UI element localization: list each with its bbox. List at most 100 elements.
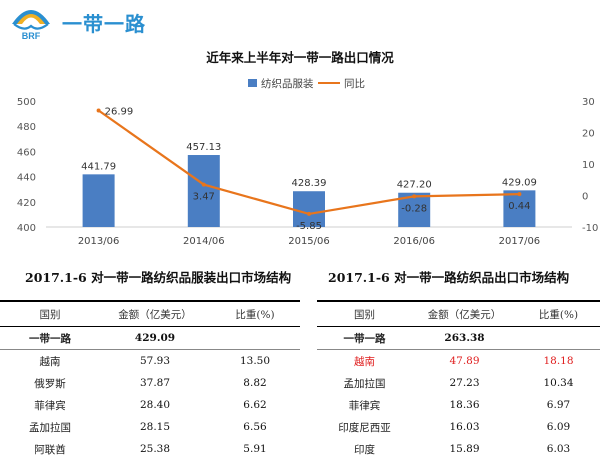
table-row-highlighted: 越南 47.89 18.18 bbox=[317, 350, 600, 373]
bar-2014-06 bbox=[187, 155, 220, 227]
total-share bbox=[210, 326, 300, 350]
logo-swoosh bbox=[13, 23, 49, 30]
textile-apparel-market-table: 国别 金额（亿美元） 比重(%) 一带一路 429.09 越南 57.93 13… bbox=[0, 300, 300, 460]
header-country: 国别 bbox=[317, 300, 412, 327]
y-right-tick-label: 20 bbox=[582, 129, 595, 140]
row-country: 俄罗斯 bbox=[34, 377, 66, 390]
table-row: 菲律宾 18.36 6.97 bbox=[317, 394, 600, 416]
chart-legend: 纺织品服装 同比 bbox=[248, 77, 365, 90]
table-row: 印度 15.89 6.03 bbox=[317, 438, 600, 460]
table-total-row: 一带一路 263.38 bbox=[317, 326, 600, 350]
row-country: 越南 bbox=[39, 355, 61, 368]
right-table-title: 2017.1-6 对一带一路纺织品出口市场结构 bbox=[328, 270, 570, 285]
row-share: 6.97 bbox=[546, 399, 571, 411]
table-row: 菲律宾 28.40 6.62 bbox=[0, 394, 300, 416]
brand-title: 一带一路 bbox=[62, 12, 146, 36]
bar-value-label: 457.13 bbox=[186, 142, 221, 153]
row-share: 6.03 bbox=[546, 443, 571, 455]
export-chart: 近年来上半年对一带一路出口情况 纺织品服装 同比 400 420 440 460 480… bbox=[17, 50, 598, 247]
x-tick-label: 2016/06 bbox=[393, 236, 435, 247]
yoy-point bbox=[412, 194, 417, 199]
table-row: 俄罗斯 37.87 8.82 bbox=[0, 372, 300, 394]
x-tick-label: 2015/06 bbox=[288, 236, 330, 247]
yoy-point bbox=[517, 192, 522, 197]
header-country: 国别 bbox=[0, 300, 100, 327]
table-header-row: 国别 金额（亿美元） 比重(%) bbox=[317, 300, 600, 327]
bar-value-label: 429.09 bbox=[502, 177, 537, 188]
table-header-row: 国别 金额（亿美元） 比重(%) bbox=[0, 300, 300, 327]
y-left-tick-label: 420 bbox=[17, 198, 36, 209]
legend-label-line: 同比 bbox=[344, 77, 365, 90]
yoy-point bbox=[96, 108, 101, 113]
total-amount: 263.38 bbox=[412, 326, 517, 350]
row-amount: 15.89 bbox=[449, 443, 480, 455]
yoy-point bbox=[201, 182, 206, 187]
row-amount: 28.15 bbox=[139, 421, 171, 433]
bar-value-label: 427.20 bbox=[397, 180, 432, 191]
y-left-tick-label: 500 bbox=[17, 97, 36, 108]
row-share: 8.82 bbox=[243, 377, 267, 389]
row-share: 5.91 bbox=[243, 443, 267, 455]
row-share: 6.09 bbox=[546, 421, 571, 433]
row-share: 18.18 bbox=[543, 355, 574, 367]
yoy-value-label: -5.85 bbox=[296, 221, 322, 232]
yoy-point bbox=[307, 211, 311, 216]
legend-swatch-bar bbox=[248, 79, 257, 87]
yoy-value-label: 3.47 bbox=[193, 192, 215, 203]
bar-2017-06 bbox=[503, 190, 536, 227]
row-share: 6.56 bbox=[243, 421, 267, 433]
table-row: 阿联酋 25.38 5.91 bbox=[0, 438, 300, 460]
row-share: 10.34 bbox=[543, 377, 574, 389]
y-left-tick-label: 440 bbox=[17, 173, 36, 184]
row-country: 越南 bbox=[354, 355, 375, 368]
table-row: 印度尼西亚 16.03 6.09 bbox=[317, 416, 600, 438]
x-tick-label: 2014/06 bbox=[183, 236, 225, 247]
row-share: 13.50 bbox=[239, 355, 271, 367]
bar-value-label: 428.39 bbox=[292, 178, 327, 189]
row-country: 孟加拉国 bbox=[29, 421, 71, 434]
legend-label-bar: 纺织品服装 bbox=[261, 77, 314, 90]
bar-2015-06 bbox=[293, 191, 325, 227]
yoy-value-label: -0.28 bbox=[401, 203, 427, 214]
bar-2013-06 bbox=[82, 174, 115, 227]
row-amount: 28.40 bbox=[139, 399, 171, 411]
textile-market-table: 国别 金额（亿美元） 比重(%) 一带一路 263.38 越南 47.89 18… bbox=[317, 300, 600, 460]
y-left-tick-label: 480 bbox=[17, 122, 36, 133]
row-amount: 16.03 bbox=[449, 421, 480, 433]
y-right-tick-label: 30 bbox=[582, 97, 595, 108]
yoy-value-label: 26.99 bbox=[105, 106, 134, 117]
row-amount: 37.87 bbox=[139, 377, 171, 389]
row-amount: 18.36 bbox=[449, 399, 480, 411]
left-table-title: 2017.1-6 对一带一路纺织品服装出口市场结构 bbox=[25, 270, 292, 285]
header-share: 比重(%) bbox=[517, 300, 600, 327]
table-row: 孟加拉国 27.23 10.34 bbox=[317, 372, 600, 394]
table-row: 孟加拉国 28.15 6.56 bbox=[0, 416, 300, 438]
row-country: 印度 bbox=[354, 443, 375, 456]
header-share: 比重(%) bbox=[210, 300, 300, 327]
row-country: 菲律宾 bbox=[348, 399, 381, 412]
row-share: 6.62 bbox=[243, 399, 267, 411]
header-amount: 金额（亿美元） bbox=[412, 300, 517, 327]
row-amount: 57.93 bbox=[139, 355, 171, 367]
total-share bbox=[517, 326, 600, 350]
row-amount: 25.38 bbox=[139, 443, 171, 455]
chart-title: 近年来上半年对一带一路出口情况 bbox=[206, 50, 394, 65]
yoy-value-label: 0.44 bbox=[508, 201, 530, 212]
brf-logo: BRF bbox=[12, 10, 50, 41]
header-amount: 金额（亿美元） bbox=[100, 300, 210, 327]
y-right-tick-label: 0 bbox=[582, 192, 588, 203]
row-country: 孟加拉国 bbox=[343, 377, 386, 390]
x-tick-label: 2013/06 bbox=[78, 236, 120, 247]
bar-value-label: 441.79 bbox=[81, 161, 116, 172]
row-country: 菲律宾 bbox=[34, 399, 66, 412]
logo-arc-inner bbox=[22, 17, 40, 24]
total-country: 一带一路 bbox=[317, 326, 412, 350]
x-tick-label: 2017/06 bbox=[499, 236, 541, 247]
y-left-tick-label: 460 bbox=[17, 147, 36, 158]
y-right-tick-label: 10 bbox=[582, 160, 595, 171]
total-amount: 429.09 bbox=[100, 326, 210, 350]
row-country: 阿联酋 bbox=[34, 443, 66, 456]
row-country: 印度尼西亚 bbox=[338, 421, 391, 434]
table-row: 越南 57.93 13.50 bbox=[0, 350, 300, 373]
logo-text: BRF bbox=[22, 31, 41, 41]
